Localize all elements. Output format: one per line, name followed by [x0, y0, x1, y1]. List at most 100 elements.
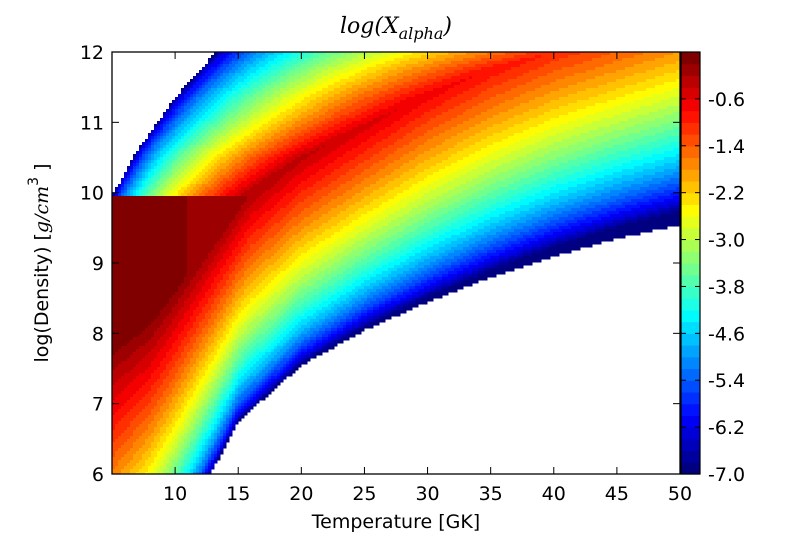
contour-cell	[649, 121, 653, 125]
contour-cell	[592, 91, 596, 95]
contour-cell	[373, 139, 377, 143]
contour-cell	[508, 118, 512, 122]
contour-cell	[388, 127, 392, 131]
contour-cell	[637, 103, 641, 107]
contour-cell	[238, 88, 242, 92]
contour-cell	[433, 118, 437, 122]
contour-cell	[505, 118, 509, 122]
contour-cell	[514, 52, 518, 56]
contour-cell	[631, 112, 635, 116]
contour-cell	[346, 118, 350, 122]
contour-cell	[667, 115, 671, 119]
contour-cell	[307, 85, 311, 89]
contour-cell	[526, 136, 530, 140]
contour-cell	[673, 73, 677, 77]
contour-cell	[523, 52, 527, 56]
contour-cell	[601, 94, 605, 98]
contour-cell	[604, 103, 608, 107]
contour-cell	[349, 115, 353, 119]
contour-cell	[574, 55, 578, 59]
contour-cell	[277, 106, 281, 110]
contour-cell	[529, 118, 533, 122]
contour-cell	[292, 127, 296, 131]
contour-cell	[442, 124, 446, 128]
contour-cell	[292, 52, 296, 56]
contour-cell	[628, 115, 632, 119]
contour-cell	[496, 58, 500, 62]
contour-cell	[424, 79, 428, 83]
contour-cell	[313, 85, 317, 89]
contour-cell	[565, 118, 569, 122]
contour-cell	[622, 118, 626, 122]
contour-cell	[244, 118, 248, 122]
contour-cell	[322, 58, 326, 62]
contour-cell	[301, 118, 305, 122]
contour-cell	[625, 106, 629, 110]
contour-cell	[274, 85, 278, 89]
contour-cell	[394, 91, 398, 95]
contour-cell	[406, 127, 410, 131]
contour-cell	[280, 133, 284, 137]
contour-cell	[625, 55, 629, 59]
contour-cell	[196, 73, 200, 77]
contour-cell	[319, 139, 323, 143]
contour-cell	[595, 76, 599, 80]
contour-cell	[250, 82, 254, 86]
contour-cell	[457, 127, 461, 131]
contour-cell	[508, 91, 512, 95]
contour-cell	[556, 130, 560, 134]
contour-cell	[457, 70, 461, 74]
contour-cell	[160, 127, 164, 131]
contour-cell	[445, 70, 449, 74]
contour-cell	[658, 73, 662, 77]
contour-cell	[598, 136, 602, 140]
contour-cell	[193, 121, 197, 125]
contour-cell	[580, 112, 584, 116]
contour-cell	[481, 109, 485, 113]
contour-cell	[244, 64, 248, 68]
contour-cell	[217, 73, 221, 77]
contour-cell	[319, 85, 323, 89]
contour-cell	[664, 103, 668, 107]
contour-cell	[241, 61, 245, 65]
contour-cell	[610, 61, 614, 65]
contour-cell	[568, 115, 572, 119]
contour-cell	[220, 76, 224, 80]
contour-cell	[298, 115, 302, 119]
contour-cell	[613, 76, 617, 80]
contour-cell	[664, 100, 668, 104]
contour-cell	[577, 52, 581, 56]
contour-cell	[610, 52, 614, 56]
contour-cell	[559, 136, 563, 140]
contour-cell	[412, 130, 416, 134]
contour-cell	[664, 115, 668, 119]
contour-cell	[289, 103, 293, 107]
contour-cell	[451, 94, 455, 98]
contour-cell	[481, 55, 485, 59]
contour-cell	[517, 121, 521, 125]
contour-cell	[673, 52, 677, 56]
contour-cell	[325, 115, 329, 119]
contour-cell	[187, 103, 191, 107]
contour-cell	[265, 91, 269, 95]
contour-cell	[670, 100, 674, 104]
contour-cell	[253, 73, 257, 77]
contour-cell	[394, 85, 398, 89]
contour-cell	[223, 61, 227, 65]
contour-cell	[289, 127, 293, 131]
contour-cell	[544, 76, 548, 80]
contour-cell	[589, 136, 593, 140]
contour-cell	[511, 115, 515, 119]
contour-cell	[397, 82, 401, 86]
contour-cell	[364, 118, 368, 122]
contour-cell	[445, 130, 449, 134]
contour-cell	[619, 82, 623, 86]
contour-cell	[529, 124, 533, 128]
contour-cell	[550, 70, 554, 74]
contour-cell	[394, 52, 398, 56]
contour-cell	[553, 97, 557, 101]
contour-cell	[427, 52, 431, 56]
contour-cell	[229, 139, 233, 143]
contour-cell	[565, 109, 569, 113]
contour-cell	[613, 70, 617, 74]
